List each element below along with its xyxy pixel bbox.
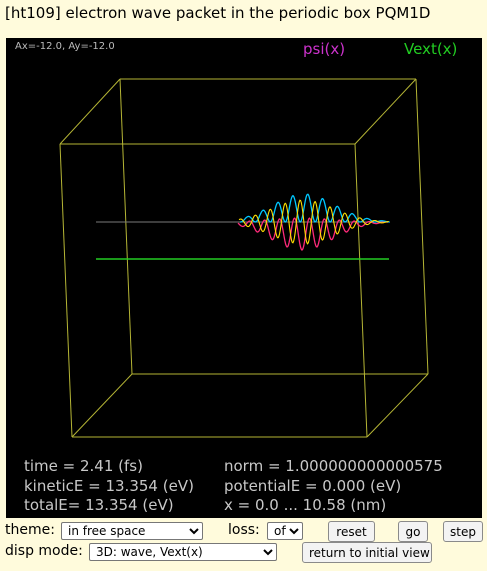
- page-title: [ht109] electron wave packet in the peri…: [5, 4, 430, 22]
- x-range-readout: x = 0.0 ... 10.58 (nm): [224, 496, 386, 514]
- theme-label: theme:: [5, 522, 55, 538]
- bounding-box: [60, 79, 428, 437]
- disp-mode-select[interactable]: 3D: wave, Vext(x): [89, 543, 277, 561]
- return-initial-view-button[interactable]: return to initial view: [302, 542, 432, 563]
- box-edge: [355, 79, 416, 144]
- view-angle-readout: Ax=-12.0, Ay=-12.0: [15, 41, 115, 52]
- box-edge: [72, 374, 132, 437]
- potential-energy-readout: potentialE = 0.000 (eV): [224, 477, 401, 495]
- go-button[interactable]: go: [398, 521, 428, 542]
- kinetic-energy-readout: kineticE = 13.354 (eV): [24, 477, 194, 495]
- psi-real-curve: [238, 218, 388, 250]
- total-energy-readout: totalE= 13.354 (eV): [24, 496, 174, 514]
- wave-plot-3d[interactable]: [6, 38, 482, 518]
- time-readout: time = 2.41 (fs): [24, 457, 143, 475]
- box-edge: [416, 79, 428, 374]
- disp-mode-label: disp mode:: [5, 543, 83, 559]
- step-button[interactable]: step: [443, 521, 483, 542]
- box-edge: [367, 374, 428, 437]
- control-panel: theme: in free space loss: off reset go …: [0, 518, 487, 571]
- legend-vext: Vext(x): [404, 40, 457, 58]
- loss-select[interactable]: off: [267, 522, 303, 540]
- reset-button[interactable]: reset: [328, 521, 375, 542]
- box-edge: [60, 144, 72, 437]
- box-edge: [120, 79, 132, 374]
- box-edge: [60, 79, 120, 144]
- box-edge: [355, 144, 367, 437]
- norm-readout: norm = 1.000000000000575: [224, 457, 443, 475]
- legend-psi: psi(x): [303, 40, 345, 58]
- loss-label: loss:: [228, 522, 260, 538]
- simulation-canvas[interactable]: Ax=-12.0, Ay=-12.0 psi(x) Vext(x) time =…: [6, 38, 482, 518]
- psi-imag-curve: [240, 194, 390, 222]
- theme-select[interactable]: in free space: [61, 522, 203, 540]
